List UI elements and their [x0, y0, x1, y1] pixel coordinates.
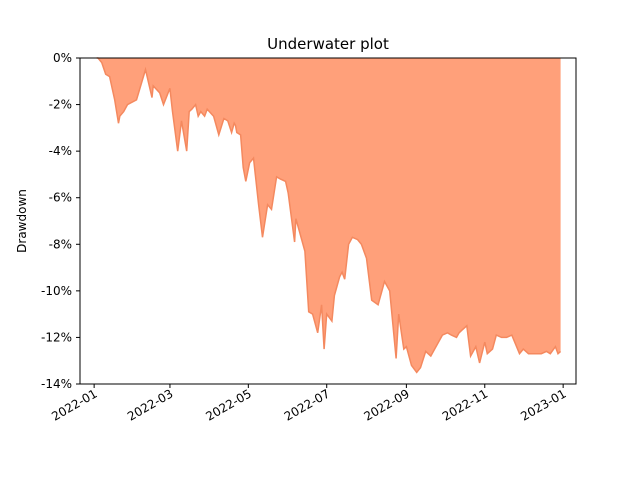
drawdown-area — [96, 58, 561, 373]
y-tick-label: -14% — [41, 377, 72, 391]
drawdown-line — [96, 57, 562, 374]
x-tick-label: 2022-09 — [361, 386, 411, 423]
x-axis: 2022-01 2022-03 2022-05 2022-07 2022-09 2022-… — [49, 384, 569, 424]
y-tick-label: -2% — [49, 98, 72, 112]
plot-frame — [79, 57, 577, 385]
chart-title: Underwater plot — [267, 35, 389, 53]
x-tick-label: 2023-01 — [518, 386, 568, 423]
y-tick-label: -6% — [49, 191, 72, 205]
x-tick-label: 2022-01 — [49, 386, 99, 423]
x-tick-label: 2022-03 — [125, 386, 175, 423]
x-tick-label: 2022-11 — [440, 386, 490, 423]
y-tick-label: -10% — [41, 284, 72, 298]
x-tick-label: 2022-07 — [282, 386, 332, 423]
y-axis: 0% -2% -4% -6% -8% -10% -12% -14% — [41, 51, 80, 391]
y-tick-label: -8% — [49, 237, 72, 251]
y-tick-label: -4% — [49, 144, 72, 158]
x-tick-label: 2022-05 — [203, 386, 253, 423]
plot-area — [96, 57, 562, 374]
y-axis-label: Drawdown — [15, 189, 29, 253]
y-tick-label: -12% — [41, 330, 72, 344]
y-tick-label: 0% — [53, 51, 72, 65]
